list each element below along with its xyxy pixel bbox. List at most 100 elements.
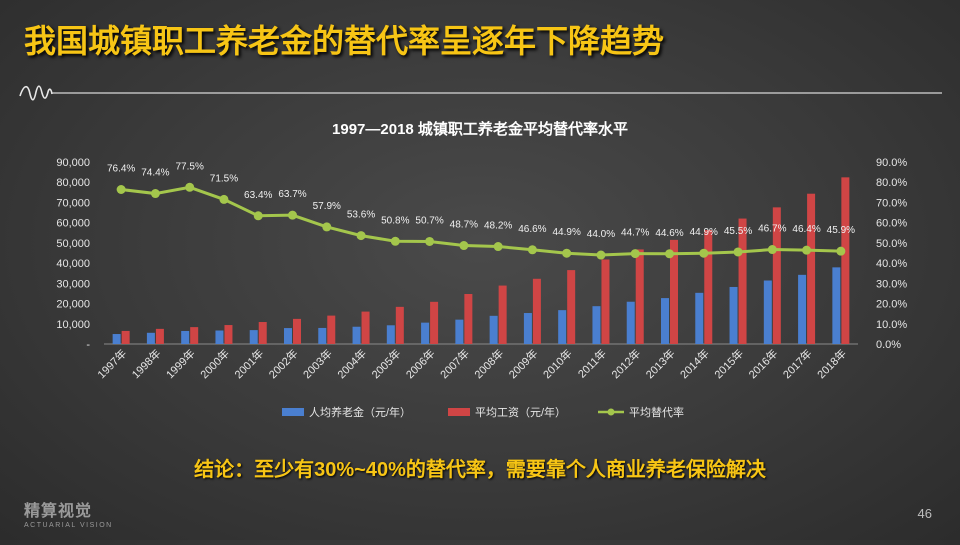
rate-data-label: 48.2%	[484, 221, 512, 232]
logo-main-text: 精算视觉	[24, 503, 93, 520]
pension-bar	[421, 322, 430, 344]
replacement-rate-point	[836, 246, 846, 256]
rate-data-label: 77.5%	[176, 161, 204, 172]
pension-bar	[352, 326, 361, 344]
pension-bar	[523, 313, 532, 344]
pension-bar	[592, 306, 601, 344]
x-tick-label: 2003年	[300, 346, 335, 381]
pension-bar	[832, 267, 841, 344]
left-tick-label: 90,000	[56, 157, 90, 169]
rate-data-label: 46.6%	[518, 224, 546, 235]
x-tick-label: 1999年	[163, 346, 198, 381]
wage-bar	[430, 301, 439, 344]
replacement-rate-point	[767, 245, 777, 255]
pension-bar	[558, 310, 567, 344]
wage-bar	[190, 327, 199, 344]
right-tick-label: 50.0%	[876, 238, 907, 250]
pension-bar	[181, 330, 190, 344]
x-tick-label: 2001年	[231, 346, 266, 381]
header-divider	[19, 85, 942, 101]
pension-bar	[695, 292, 704, 344]
point-labels: 76.4% 74.4% 77.5% 71.5% 63.4% 63.7% 57.9% 53.6%…	[107, 161, 855, 240]
legend-label: 平均工资（元/年）	[475, 405, 566, 419]
rate-data-label: 46.7%	[758, 224, 786, 235]
pension-bar	[215, 330, 224, 344]
rate-data-label: 45.9%	[827, 225, 855, 236]
replacement-rate-point	[356, 231, 366, 241]
legend: 人均养老金（元/年） 平均工资（元/年） 平均替代率	[282, 405, 684, 419]
x-tick-label: 2011年	[575, 346, 609, 380]
pension-bar	[318, 327, 327, 344]
x-tick-label: 2009年	[506, 346, 541, 381]
right-tick-label: 20.0%	[876, 299, 907, 311]
rate-data-label: 44.6%	[655, 228, 683, 239]
rate-data-label: 57.9%	[313, 201, 341, 212]
replacement-rate-point	[288, 210, 297, 220]
chart-title: 1997—2018 城镇职工养老金平均替代率水平	[332, 120, 628, 138]
replacement-rate-point	[390, 236, 400, 246]
replacement-rate-line	[120, 185, 841, 257]
legend-swatch	[282, 408, 304, 416]
left-axis: - 10,000 20,000 30,000 40,000 50,000 60,000 70,…	[56, 157, 90, 351]
replacement-rate-point	[562, 248, 572, 258]
replacement-rate-point	[596, 250, 606, 260]
replacement-rate-point	[150, 189, 160, 199]
left-tick-label: 50,000	[56, 238, 90, 250]
wage-bar	[532, 278, 541, 344]
wage-bar	[224, 325, 233, 344]
wage-bar	[395, 306, 404, 344]
pension-bar	[455, 319, 464, 344]
left-tick-label: 40,000	[56, 258, 90, 270]
replacement-rate-point	[527, 245, 537, 255]
x-tick-label: 2005年	[368, 346, 403, 381]
left-tick-label: 80,000	[56, 177, 90, 189]
wage-bar	[327, 315, 336, 344]
x-tick-label: 2017年	[780, 346, 815, 381]
wage-bar	[121, 330, 130, 344]
left-tick-label: -	[86, 339, 90, 351]
rate-data-label: 53.6%	[347, 210, 375, 221]
x-tick-label: 2013年	[643, 346, 678, 381]
rate-data-label: 76.4%	[107, 164, 135, 175]
right-tick-label: 90.0%	[876, 157, 907, 169]
wage-bar	[258, 322, 267, 344]
wage-bar	[567, 270, 576, 344]
wage-bar	[601, 259, 610, 344]
squiggle-icon	[19, 85, 53, 101]
replacement-rate-point	[665, 249, 674, 259]
replacement-rate-point	[322, 222, 332, 232]
right-tick-label: 40.0%	[876, 258, 907, 270]
left-tick-label: 30,000	[56, 278, 90, 290]
wage-bar	[155, 328, 164, 344]
brand-logo: 精算视觉 ACTUARIAL VISION	[24, 503, 113, 530]
rate-data-label: 44.7%	[621, 228, 649, 239]
left-tick-label: 70,000	[56, 197, 90, 209]
x-tick-label: 1997年	[94, 346, 129, 381]
wage-bar	[361, 311, 370, 344]
replacement-rate-point	[116, 185, 126, 195]
pension-bar	[112, 334, 121, 344]
legend-label: 平均替代率	[629, 405, 684, 419]
replacement-rate-point	[185, 182, 195, 192]
replacement-rate-point	[425, 236, 435, 246]
x-tick-label: 2015年	[711, 346, 746, 381]
x-tick-label: 1998年	[129, 346, 164, 381]
right-axis: 0.0% 10.0% 20.0% 30.0% 40.0% 50.0% 60.0% 70.0% 8…	[876, 157, 907, 351]
rate-data-label: 44.0%	[587, 229, 615, 240]
replacement-rate-point	[733, 247, 743, 257]
replacement-rate-point	[253, 211, 263, 221]
line-series	[116, 182, 846, 260]
pension-bar	[284, 328, 292, 344]
rate-data-label: 46.4%	[792, 224, 820, 235]
right-tick-label: 0.0%	[876, 339, 901, 351]
wage-bar	[498, 285, 507, 344]
x-tick-label: 2012年	[608, 346, 643, 381]
replacement-rate-point	[219, 194, 229, 204]
legend-label: 人均养老金（元/年）	[309, 405, 411, 419]
left-tick-label: 20,000	[56, 299, 90, 311]
x-tick-label: 2016年	[745, 346, 780, 381]
wage-bar	[670, 239, 678, 344]
rate-data-label: 44.9%	[553, 227, 581, 238]
